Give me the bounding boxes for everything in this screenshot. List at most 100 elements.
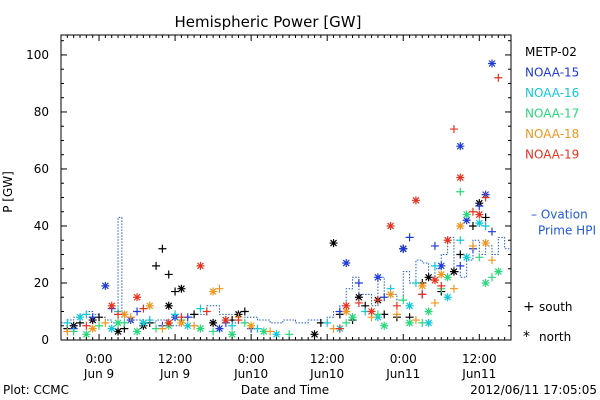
north-marker: [354, 293, 363, 302]
y-tick-label: 60: [34, 162, 49, 176]
north-marker: [107, 301, 116, 310]
legend-series-label: NOAA-18: [525, 127, 579, 141]
north-marker: [164, 318, 173, 327]
south-marker: [468, 207, 477, 216]
south-marker: [373, 296, 382, 305]
legend-series-label: NOAA-19: [525, 148, 579, 162]
south-marker: [430, 298, 439, 307]
y-tick-label: 20: [34, 276, 49, 290]
south-marker: [456, 250, 465, 259]
north-marker: [411, 196, 420, 205]
south-marker: [392, 301, 401, 310]
north-marker: [405, 301, 414, 310]
south-marker: [171, 287, 180, 296]
south-marker: [82, 321, 91, 330]
north-marker: [443, 236, 452, 245]
south-marker: [430, 261, 439, 270]
north-marker: [221, 316, 230, 325]
north-marker: [462, 253, 471, 262]
north-marker: [373, 273, 382, 282]
south-marker: [456, 236, 465, 245]
north-marker: [114, 327, 123, 336]
south-marker: [228, 321, 237, 330]
south-marker: [468, 241, 477, 250]
south-marker: [158, 244, 167, 253]
south-marker: [209, 327, 218, 336]
south-marker: [63, 327, 72, 336]
south-marker: [139, 304, 148, 313]
plot-area: [61, 59, 511, 339]
south-marker: [152, 261, 161, 270]
south-marker: [411, 278, 420, 287]
south-marker: [285, 330, 294, 339]
south-marker: [475, 202, 484, 211]
x-tick-time-label: 0:00: [86, 352, 113, 366]
north-marker: [107, 324, 116, 333]
x-tick-date-label: Jun11: [461, 367, 496, 381]
south-marker: [266, 327, 275, 336]
north-marker: [424, 307, 433, 316]
north-marker: [456, 142, 465, 151]
north-marker: [215, 324, 224, 333]
footer-credit: Plot: CCMC: [3, 383, 69, 397]
south-marker: [95, 321, 104, 330]
south-marker: [323, 318, 332, 327]
south-marker: [101, 318, 110, 327]
south-marker: [430, 241, 439, 250]
south-marker: [494, 73, 503, 82]
north-marker: [386, 290, 395, 299]
south-marker: [253, 324, 262, 333]
north-marker: [183, 321, 192, 330]
legend-series-label: NOAA-17: [525, 107, 579, 121]
south-marker: [190, 321, 199, 330]
north-marker: [456, 221, 465, 230]
y-tick-label: 40: [34, 219, 49, 233]
south-marker: [190, 310, 199, 319]
y-axis-label: P [GW]: [1, 171, 15, 213]
north-marker: [386, 221, 395, 230]
x-tick-time-label: 0:00: [238, 352, 265, 366]
north-marker: [418, 281, 427, 290]
south-marker: [342, 318, 351, 327]
south-marker: [354, 278, 363, 287]
marker-legend-symbol: +: [523, 299, 535, 315]
south-marker: [335, 324, 344, 333]
north-marker: [462, 210, 471, 219]
south-marker: [196, 304, 205, 313]
north-marker: [437, 270, 446, 279]
north-marker: [145, 301, 154, 310]
north-marker: [259, 327, 268, 336]
north-marker: [272, 330, 281, 339]
y-tick-label: 80: [34, 105, 49, 119]
south-marker: [392, 310, 401, 319]
north-marker: [475, 219, 484, 228]
north-marker: [475, 210, 484, 219]
chart-title: Hemispheric Power [GW]: [175, 13, 362, 31]
south-marker: [487, 256, 496, 265]
south-marker: [449, 284, 458, 293]
north-marker: [329, 239, 338, 248]
marker-legend-label: south: [539, 300, 573, 314]
south-marker: [456, 261, 465, 270]
north-marker: [342, 301, 351, 310]
south-marker: [468, 221, 477, 230]
north-marker: [82, 330, 91, 339]
north-marker: [133, 327, 142, 336]
x-tick-date-label: Jun 9: [83, 367, 114, 381]
north-marker: [101, 281, 110, 290]
north-marker: [487, 59, 496, 68]
north-marker: [437, 261, 446, 270]
ovation-label: Prime HPI: [538, 224, 596, 238]
north-marker: [456, 173, 465, 182]
legend: METP-02 NOAA-15 NOAA-16 NOAA-17 NOAA-18 NOAA-…: [523, 45, 596, 345]
marker-legend-label: north: [539, 330, 571, 344]
south-marker: [82, 310, 91, 319]
south-marker: [405, 233, 414, 242]
x-axis-label: Date and Time: [241, 383, 329, 397]
north-marker: [177, 318, 186, 327]
north-marker: [494, 267, 503, 276]
south-marker: [171, 310, 180, 319]
south-marker: [240, 307, 249, 316]
south-marker: [487, 273, 496, 282]
